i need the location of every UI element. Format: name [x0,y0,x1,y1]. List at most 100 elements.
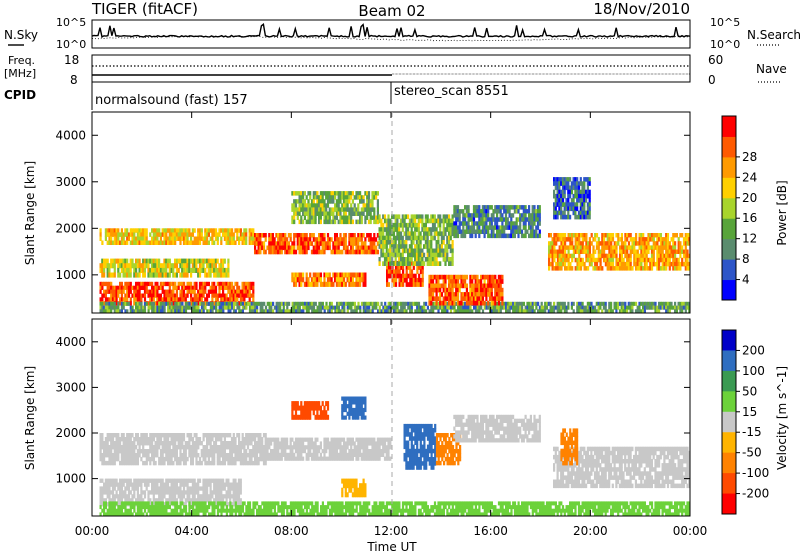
power-cell [206,272,209,278]
power-cell [408,252,411,258]
power-cell [163,272,166,278]
power-cell [410,277,414,283]
velocity-cell [170,453,173,458]
power-cell [198,289,202,294]
power-cell [517,217,520,222]
power-cell [151,240,154,245]
power-cell [207,258,210,264]
power-cell [526,209,529,214]
beam-title: Beam 02 [358,2,425,20]
power-cell [670,245,673,250]
power-cell [577,189,581,195]
velocity-cell [257,441,260,446]
power-cell [508,301,511,306]
power-cell [604,245,607,250]
power-cell [182,297,186,302]
power-cell [350,203,353,208]
velocity-cell [101,453,104,458]
power-cell [325,215,328,220]
power-cell [280,241,283,246]
power-cell [587,241,590,246]
power-cell [458,217,461,222]
power-cell [393,273,396,279]
power-cell [405,214,408,220]
power-cell [151,305,154,310]
power-cell [160,309,163,314]
power-cell [555,253,558,259]
power-cell [351,191,354,196]
power-cell [513,229,516,234]
power-cell [152,236,155,241]
power-cell [168,289,171,294]
power-cell [344,195,347,200]
power-cell [248,289,251,294]
power-cell [585,305,588,310]
power-cell [275,249,278,255]
velocity-cell [220,433,223,438]
power-cell [581,189,584,195]
power-cell [437,301,440,306]
power-cell [451,222,454,228]
power-cell [535,229,538,234]
power-cell [156,272,159,278]
velocity-cell [254,456,257,462]
power-cell [307,305,310,310]
power-cell [213,258,216,264]
velocity-cell [206,433,209,438]
power-cell [465,209,468,214]
power-cell [174,305,177,310]
power-cell [494,274,497,280]
velocity-cell [229,433,232,438]
power-cell [177,301,180,306]
power-cell [334,237,337,242]
power-cell [243,236,246,241]
power-cell [382,252,385,258]
power-cell [298,211,301,216]
power-cell [250,285,253,290]
power-cell [650,257,654,263]
power-cell [668,305,671,310]
power-cell [497,292,500,297]
power-cell [455,274,458,280]
power-cell [437,296,440,302]
power-cell [330,199,333,204]
power-cell [188,281,191,287]
power-cell [471,217,474,222]
power-cell [232,285,235,290]
velocity-cell [207,460,210,466]
power-cell [305,272,308,278]
power-cell [588,206,591,212]
power-cell [364,281,367,287]
power-cell [654,301,657,306]
power-cell [149,258,152,264]
velocity-cell [111,441,115,446]
power-cell [433,248,436,254]
power-cell [399,252,403,258]
power-cell [608,261,611,267]
velocity-cell [202,445,205,450]
power-cell [562,261,565,267]
power-cell [472,213,476,218]
power-cell [620,237,623,242]
power-cell [239,293,242,298]
power-cell [396,305,399,310]
velocity-cell [207,433,210,438]
velocity-cell [108,490,111,495]
power-cell [672,249,675,254]
power-cell [400,273,403,279]
power-cell [464,283,467,289]
power-cell [369,233,372,238]
power-cell [204,281,207,287]
power-cell [619,249,622,254]
power-cell [325,207,328,212]
power-cell [355,245,358,251]
power-cell [469,296,472,302]
power-cell [326,191,330,196]
power-cell [416,265,419,270]
power-cell [238,305,241,310]
power-cell [385,231,388,237]
power-cell [421,282,424,287]
velocity-cell [154,453,157,458]
power-cell [309,281,312,287]
power-cell [286,241,289,246]
